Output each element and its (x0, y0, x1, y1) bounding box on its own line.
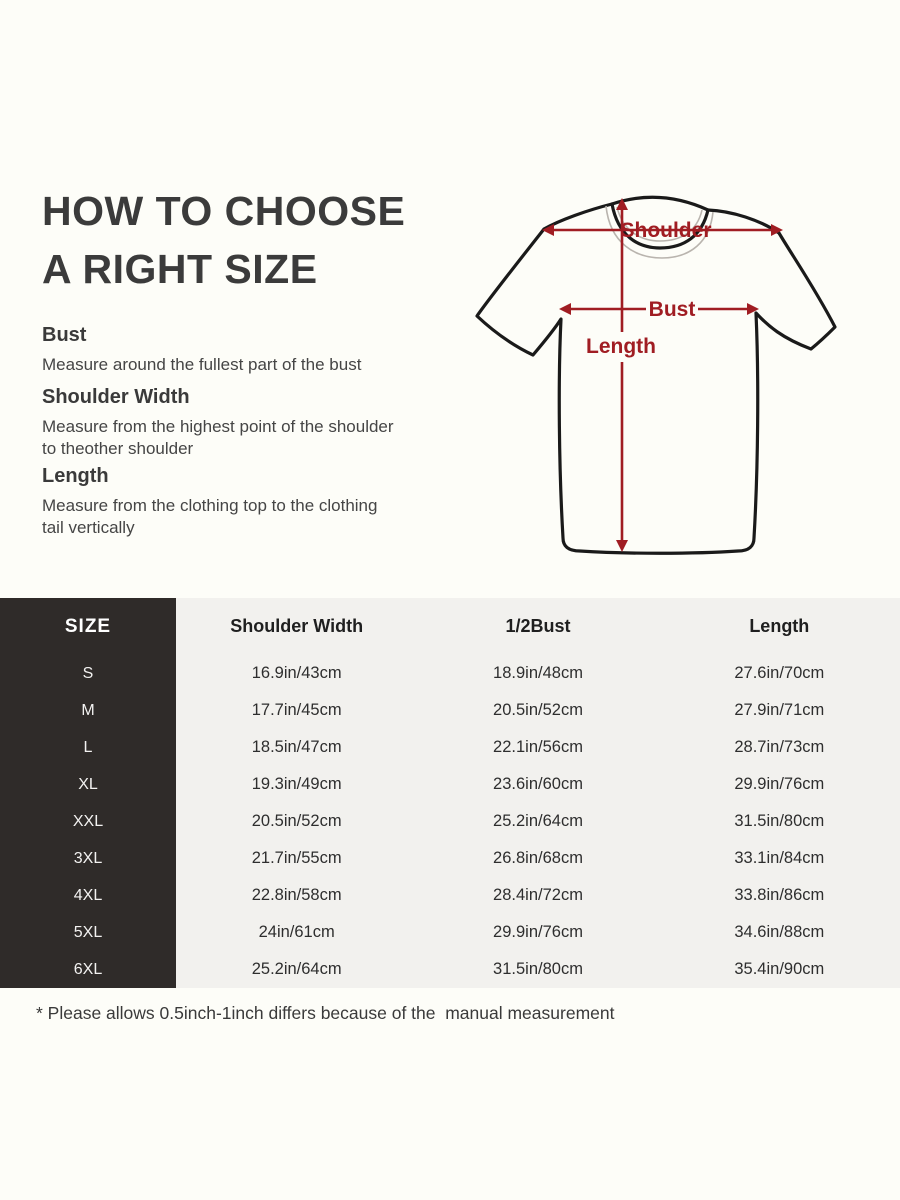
cell-half-bust: 18.9in/48cm (493, 664, 583, 682)
measurement-disclaimer: * Please allows 0.5inch-1inch differs be… (36, 1003, 615, 1023)
cell-shoulder: 21.7in/55cm (251, 849, 342, 867)
bust-arrowhead-right (747, 303, 759, 315)
table-row: 16.9in/43cm 18.9in/48cm 27.6in/70cm (176, 655, 900, 692)
length-arrowhead-bottom (616, 540, 628, 552)
page-title: HOW TO CHOOSE A RIGHT SIZE (42, 182, 405, 298)
cell-shoulder: 16.9in/43cm (251, 664, 342, 682)
cell-half-bust: 31.5in/80cm (493, 960, 583, 978)
cell-half-bust: 22.1in/56cm (493, 738, 583, 756)
instruction-length-heading: Length (42, 465, 109, 487)
header-length: Length (749, 616, 810, 636)
size-chart-table: SIZE S M L XL XXL 3XL 4XL 5XL 6XL Should… (0, 598, 900, 988)
shoulder-arrowhead-left (542, 224, 554, 236)
cell-half-bust: 25.2in/64cm (493, 812, 583, 830)
cell-length: 31.5in/80cm (734, 812, 825, 830)
cell-length: 35.4in/90cm (734, 960, 825, 978)
collar-inner-faint (616, 206, 703, 242)
size-label-m: M (81, 701, 95, 719)
size-label-6xl: 6XL (73, 960, 103, 978)
cell-half-bust: 29.9in/76cm (493, 923, 583, 941)
cell-shoulder: 20.5in/52cm (251, 812, 342, 830)
table-row: 25.2in/64cm 31.5in/80cm 35.4in/90cm (176, 951, 900, 988)
cell-length: 27.9in/71cm (734, 701, 825, 719)
cell-half-bust: 26.8in/68cm (493, 849, 583, 867)
size-label-3xl: 3XL (73, 849, 103, 867)
cell-length: 28.7in/73cm (734, 738, 825, 756)
size-label-s: S (82, 664, 94, 682)
bust-arrowhead-left (559, 303, 571, 315)
size-label-xxl: XXL (72, 812, 104, 830)
page-title-line1: HOW TO CHOOSE (42, 188, 406, 234)
shoulder-label: Shoulder (620, 219, 711, 242)
cell-shoulder: 18.5in/47cm (251, 738, 342, 756)
cell-length: 33.8in/86cm (734, 886, 825, 904)
size-label-4xl: 4XL (73, 886, 103, 904)
cell-length: 29.9in/76cm (734, 775, 825, 793)
cell-shoulder: 19.3in/49cm (251, 775, 342, 793)
header-half-bust: 1/2Bust (505, 616, 571, 636)
cell-half-bust: 23.6in/60cm (493, 775, 583, 793)
cell-shoulder: 17.7in/45cm (251, 701, 342, 719)
instruction-shoulder-text: Measure from the highest point of the sh… (42, 417, 394, 458)
instruction-bust-heading: Bust (42, 324, 87, 346)
cell-half-bust: 20.5in/52cm (493, 701, 583, 719)
cell-shoulder: 25.2in/64cm (251, 960, 342, 978)
size-column-header: SIZE (64, 615, 112, 637)
instruction-length-text: Measure from the clothing top to the clo… (42, 496, 378, 537)
size-label-xl: XL (78, 775, 98, 793)
size-column: SIZE S M L XL XXL 3XL 4XL 5XL 6XL (0, 598, 176, 988)
tshirt-measurement-diagram: Shoulder Bust Length (475, 195, 837, 555)
table-row: 21.7in/55cm 26.8in/68cm 33.1in/84cm (176, 840, 900, 877)
collar-outer-faint (605, 205, 714, 259)
bust-label: Bust (649, 298, 696, 321)
shoulder-arrowhead-right (771, 224, 783, 236)
table-row: 22.8in/58cm 28.4in/72cm 33.8in/86cm (176, 877, 900, 914)
cell-length: 34.6in/88cm (734, 923, 825, 941)
cell-half-bust: 28.4in/72cm (493, 886, 583, 904)
instruction-bust-text: Measure around the fullest part of the b… (42, 355, 362, 374)
instruction-shoulder-heading: Shoulder Width (42, 386, 190, 408)
cell-shoulder: 24in/61cm (258, 923, 335, 941)
table-row: 20.5in/52cm 25.2in/64cm 31.5in/80cm (176, 803, 900, 840)
header-shoulder-width: Shoulder Width (230, 616, 364, 636)
table-row: 19.3in/49cm 23.6in/60cm 29.9in/76cm (176, 766, 900, 803)
instruction-bust: Bust Measure around the fullest part of … (42, 324, 394, 376)
tee-outline (475, 202, 837, 555)
length-arrowhead-top (616, 198, 628, 210)
cell-length: 33.1in/84cm (734, 849, 825, 867)
table-row: 24in/61cm 29.9in/76cm 34.6in/88cm (176, 914, 900, 951)
cell-length: 27.6in/70cm (734, 664, 825, 682)
table-row: 18.5in/47cm 22.1in/56cm 28.7in/73cm (176, 729, 900, 766)
measurements-columns: Shoulder Width 1/2Bust Length 16.9in/43c… (176, 598, 900, 988)
page-title-line2: A RIGHT SIZE (42, 246, 318, 292)
size-label-l: L (83, 738, 93, 756)
cell-shoulder: 22.8in/58cm (251, 886, 342, 904)
size-label-5xl: 5XL (73, 923, 103, 941)
length-label: Length (586, 335, 656, 358)
instruction-length: Length Measure from the clothing top to … (42, 465, 394, 539)
table-header-row: Shoulder Width 1/2Bust Length (176, 598, 900, 655)
table-row: 17.7in/45cm 20.5in/52cm 27.9in/71cm (176, 692, 900, 729)
instruction-shoulder-width: Shoulder Width Measure from the highest … (42, 386, 394, 460)
